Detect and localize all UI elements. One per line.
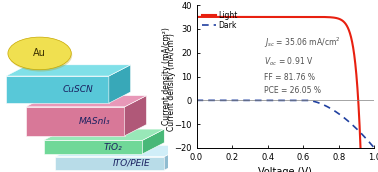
Polygon shape bbox=[26, 107, 125, 136]
Dark bbox=[203, 99, 208, 101]
Dark bbox=[372, 147, 376, 149]
Dark bbox=[281, 99, 285, 101]
Light bbox=[359, 159, 363, 161]
Ellipse shape bbox=[8, 37, 71, 70]
Polygon shape bbox=[26, 96, 146, 107]
Light bbox=[203, 16, 208, 18]
Polygon shape bbox=[56, 157, 164, 170]
Light bbox=[367, 159, 372, 161]
Text: CuSCN: CuSCN bbox=[63, 85, 93, 94]
Light bbox=[367, 159, 371, 161]
Polygon shape bbox=[43, 129, 164, 140]
Polygon shape bbox=[6, 65, 131, 76]
Dark bbox=[194, 99, 199, 101]
Text: Current density (mA/cm²): Current density (mA/cm²) bbox=[167, 34, 177, 132]
X-axis label: Voltage (V): Voltage (V) bbox=[259, 167, 312, 172]
Text: $J_{sc}$ = 35.06 mA/cm$^2$
$V_{oc}$ = 0.91 V
FF = 81.76 %
PCE = 26.05 %: $J_{sc}$ = 35.06 mA/cm$^2$ $V_{oc}$ = 0.… bbox=[264, 36, 341, 95]
Polygon shape bbox=[164, 145, 186, 170]
Text: MASnI₃: MASnI₃ bbox=[79, 117, 111, 126]
Dark bbox=[367, 141, 371, 143]
Light bbox=[281, 16, 285, 18]
Text: ITO/PEIE: ITO/PEIE bbox=[113, 159, 150, 168]
Light bbox=[372, 159, 376, 161]
Line: Light: Light bbox=[197, 17, 374, 160]
Light bbox=[334, 17, 339, 19]
Dark bbox=[334, 111, 339, 113]
Legend: Light, Dark: Light, Dark bbox=[200, 9, 240, 31]
Text: Au: Au bbox=[33, 47, 46, 57]
Polygon shape bbox=[6, 76, 109, 103]
Light bbox=[194, 16, 199, 18]
Line: Dark: Dark bbox=[197, 100, 374, 148]
Light bbox=[276, 16, 280, 18]
Text: TiO₂: TiO₂ bbox=[104, 143, 122, 152]
Polygon shape bbox=[125, 96, 146, 136]
Ellipse shape bbox=[9, 39, 72, 72]
Polygon shape bbox=[43, 140, 143, 154]
Dark bbox=[367, 141, 371, 143]
Y-axis label: Current density (mA/cm²): Current density (mA/cm²) bbox=[163, 28, 171, 126]
Dark bbox=[276, 99, 280, 101]
Polygon shape bbox=[56, 145, 186, 157]
Polygon shape bbox=[143, 129, 164, 154]
Polygon shape bbox=[109, 65, 131, 103]
